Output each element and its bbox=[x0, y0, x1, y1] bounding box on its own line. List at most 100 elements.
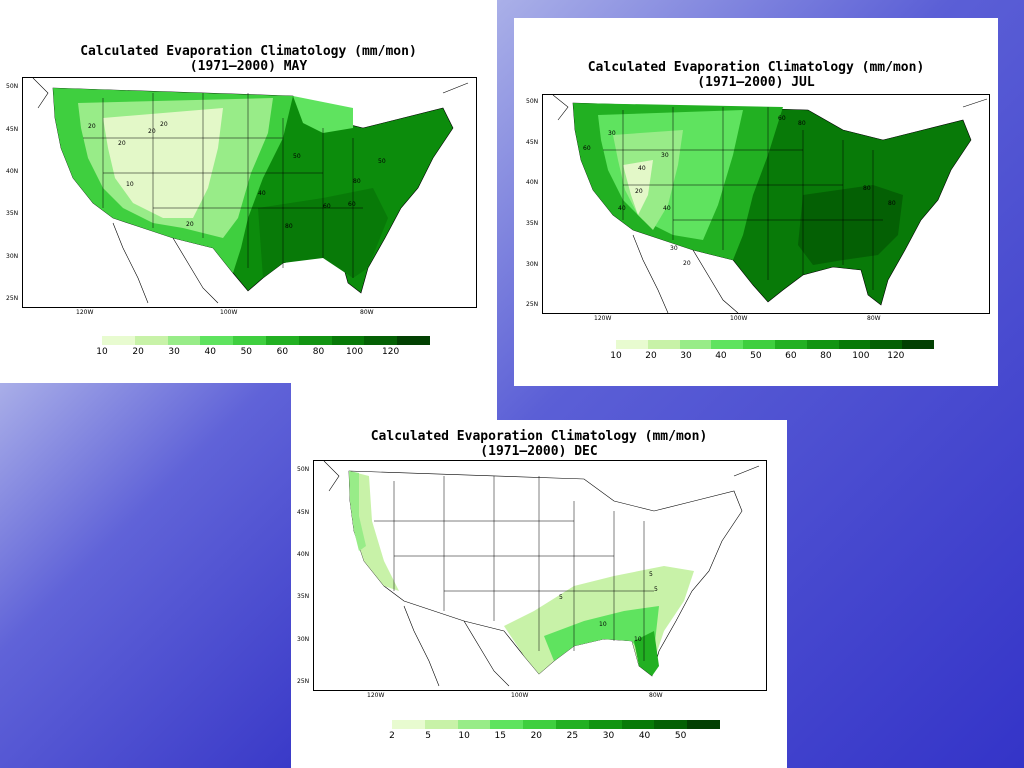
contour-label: 20 bbox=[186, 221, 194, 228]
color-legend: 10 20 30 40 50 60 80 100 120 bbox=[610, 340, 934, 361]
legend-tick: 50 bbox=[240, 347, 253, 357]
legend-tick: 20 bbox=[645, 351, 657, 361]
legend-tick: 120 bbox=[382, 347, 400, 357]
lat-label: 30N bbox=[297, 636, 310, 643]
background-gradient bbox=[0, 383, 291, 768]
lat-label: 50N bbox=[297, 466, 310, 473]
lat-label: 25N bbox=[297, 678, 310, 685]
contour-label: 40 bbox=[638, 165, 646, 172]
contour-label: 60 bbox=[348, 201, 356, 208]
legend-tick: 100 bbox=[345, 347, 364, 357]
legend-tick: 10 bbox=[610, 351, 622, 361]
legend-ticks: 10 20 30 40 50 60 80 100 120 bbox=[96, 345, 430, 357]
legend-tick: 10 bbox=[458, 731, 470, 741]
contour-label: 20 bbox=[635, 188, 643, 195]
land-region bbox=[623, 160, 653, 215]
map-title-line1: Calculated Evaporation Climatology (mm/m… bbox=[80, 44, 417, 59]
legend-swatch bbox=[134, 336, 168, 345]
lon-label: 120W bbox=[367, 692, 385, 699]
legend-swatch bbox=[679, 340, 712, 349]
lat-label: 35N bbox=[297, 593, 310, 600]
coastline bbox=[442, 82, 469, 94]
contour-label: 80 bbox=[863, 185, 871, 192]
land-region bbox=[544, 606, 659, 661]
legend-swatch bbox=[364, 336, 398, 345]
coastline bbox=[552, 95, 569, 121]
contour-label: 10 bbox=[126, 181, 134, 188]
contour-label: 40 bbox=[663, 205, 671, 212]
color-legend: 10 20 30 40 50 60 80 100 120 bbox=[96, 336, 430, 357]
lat-label: 25N bbox=[526, 301, 539, 308]
contour-label: 60 bbox=[778, 115, 786, 122]
legend-swatch bbox=[490, 720, 524, 729]
lon-label: 100W bbox=[730, 315, 748, 322]
land-region bbox=[798, 185, 903, 265]
legend-tick: 5 bbox=[425, 731, 431, 741]
legend-tick: 80 bbox=[820, 351, 832, 361]
coastline bbox=[112, 222, 149, 304]
lat-label: 45N bbox=[526, 139, 539, 146]
legend-tick: 10 bbox=[96, 347, 108, 357]
contour-label: 20 bbox=[160, 121, 168, 128]
legend-tick: 100 bbox=[852, 351, 870, 361]
legend-swatch bbox=[265, 336, 299, 345]
legend-swatch bbox=[588, 720, 622, 729]
contour-labels: 5 5 10 5 10 bbox=[559, 571, 658, 643]
legend-tick: 40 bbox=[638, 731, 651, 741]
color-legend: 2 5 10 15 20 25 30 40 50 bbox=[389, 720, 720, 741]
lat-label: 30N bbox=[6, 253, 19, 260]
contour-label: 60 bbox=[583, 145, 591, 152]
lon-label: 80W bbox=[649, 692, 663, 699]
contour-label: 5 bbox=[649, 571, 653, 578]
legend-tick: 30 bbox=[168, 347, 180, 357]
lat-label: 35N bbox=[526, 220, 539, 227]
contour-label: 10 bbox=[599, 621, 607, 628]
legend-swatch bbox=[774, 340, 807, 349]
map-panel-dec: Calculated Evaporation Climatology (mm/m… bbox=[291, 420, 787, 768]
coastline bbox=[403, 605, 440, 687]
legend-swatch bbox=[806, 340, 839, 349]
contour-label: 60 bbox=[323, 203, 331, 210]
contour-label: 50 bbox=[378, 158, 386, 165]
map-svg: 20 20 20 20 10 20 40 50 50 60 60 80 80 bbox=[32, 78, 469, 304]
legend-tick: 60 bbox=[785, 351, 797, 361]
coastline bbox=[463, 620, 510, 687]
contour-label: 80 bbox=[888, 200, 896, 207]
map-title: Calculated Evaporation Climatology (mm/m… bbox=[514, 60, 998, 90]
map-svg: 5 5 10 5 10 bbox=[323, 461, 760, 687]
legend-swatch bbox=[711, 340, 744, 349]
land-region bbox=[293, 96, 353, 133]
contour-label: 5 bbox=[559, 594, 563, 601]
legend-ticks: 10 20 30 40 50 60 80 100 120 bbox=[610, 349, 934, 361]
lon-label: 120W bbox=[594, 315, 612, 322]
contour-labels: 30 60 30 40 20 40 30 20 40 60 80 80 80 bbox=[583, 115, 896, 267]
legend-bar bbox=[616, 340, 934, 349]
legend-tick: 50 bbox=[750, 351, 762, 361]
contour-label: 30 bbox=[608, 130, 616, 137]
legend-swatch bbox=[902, 340, 934, 349]
legend-bar bbox=[392, 720, 720, 729]
legend-tick: 30 bbox=[602, 731, 615, 741]
legend-swatch bbox=[392, 720, 425, 729]
legend-tick: 40 bbox=[204, 347, 216, 357]
legend-swatch bbox=[233, 336, 266, 345]
coastline bbox=[632, 234, 669, 313]
map-title: Calculated Evaporation Climatology (mm/m… bbox=[291, 429, 787, 459]
legend-swatch bbox=[457, 720, 491, 729]
map-title-line1: Calculated Evaporation Climatology (mm/m… bbox=[370, 429, 708, 444]
map-title-line2: (1971–2000) JUL bbox=[697, 75, 815, 90]
legend-tick: 60 bbox=[276, 347, 289, 357]
lat-label: 50N bbox=[526, 98, 539, 105]
legend-swatch bbox=[331, 336, 365, 345]
lon-label: 100W bbox=[220, 309, 238, 316]
contour-label: 20 bbox=[118, 140, 126, 147]
contour-label: 20 bbox=[88, 123, 96, 130]
contour-label: 5 bbox=[654, 586, 658, 593]
land-region bbox=[103, 108, 223, 218]
lat-label: 30N bbox=[526, 261, 539, 268]
legend-tick: 20 bbox=[132, 347, 144, 357]
coastline bbox=[962, 98, 988, 108]
land-region bbox=[349, 471, 366, 551]
coastline bbox=[323, 461, 340, 492]
legend-swatch bbox=[621, 720, 655, 729]
